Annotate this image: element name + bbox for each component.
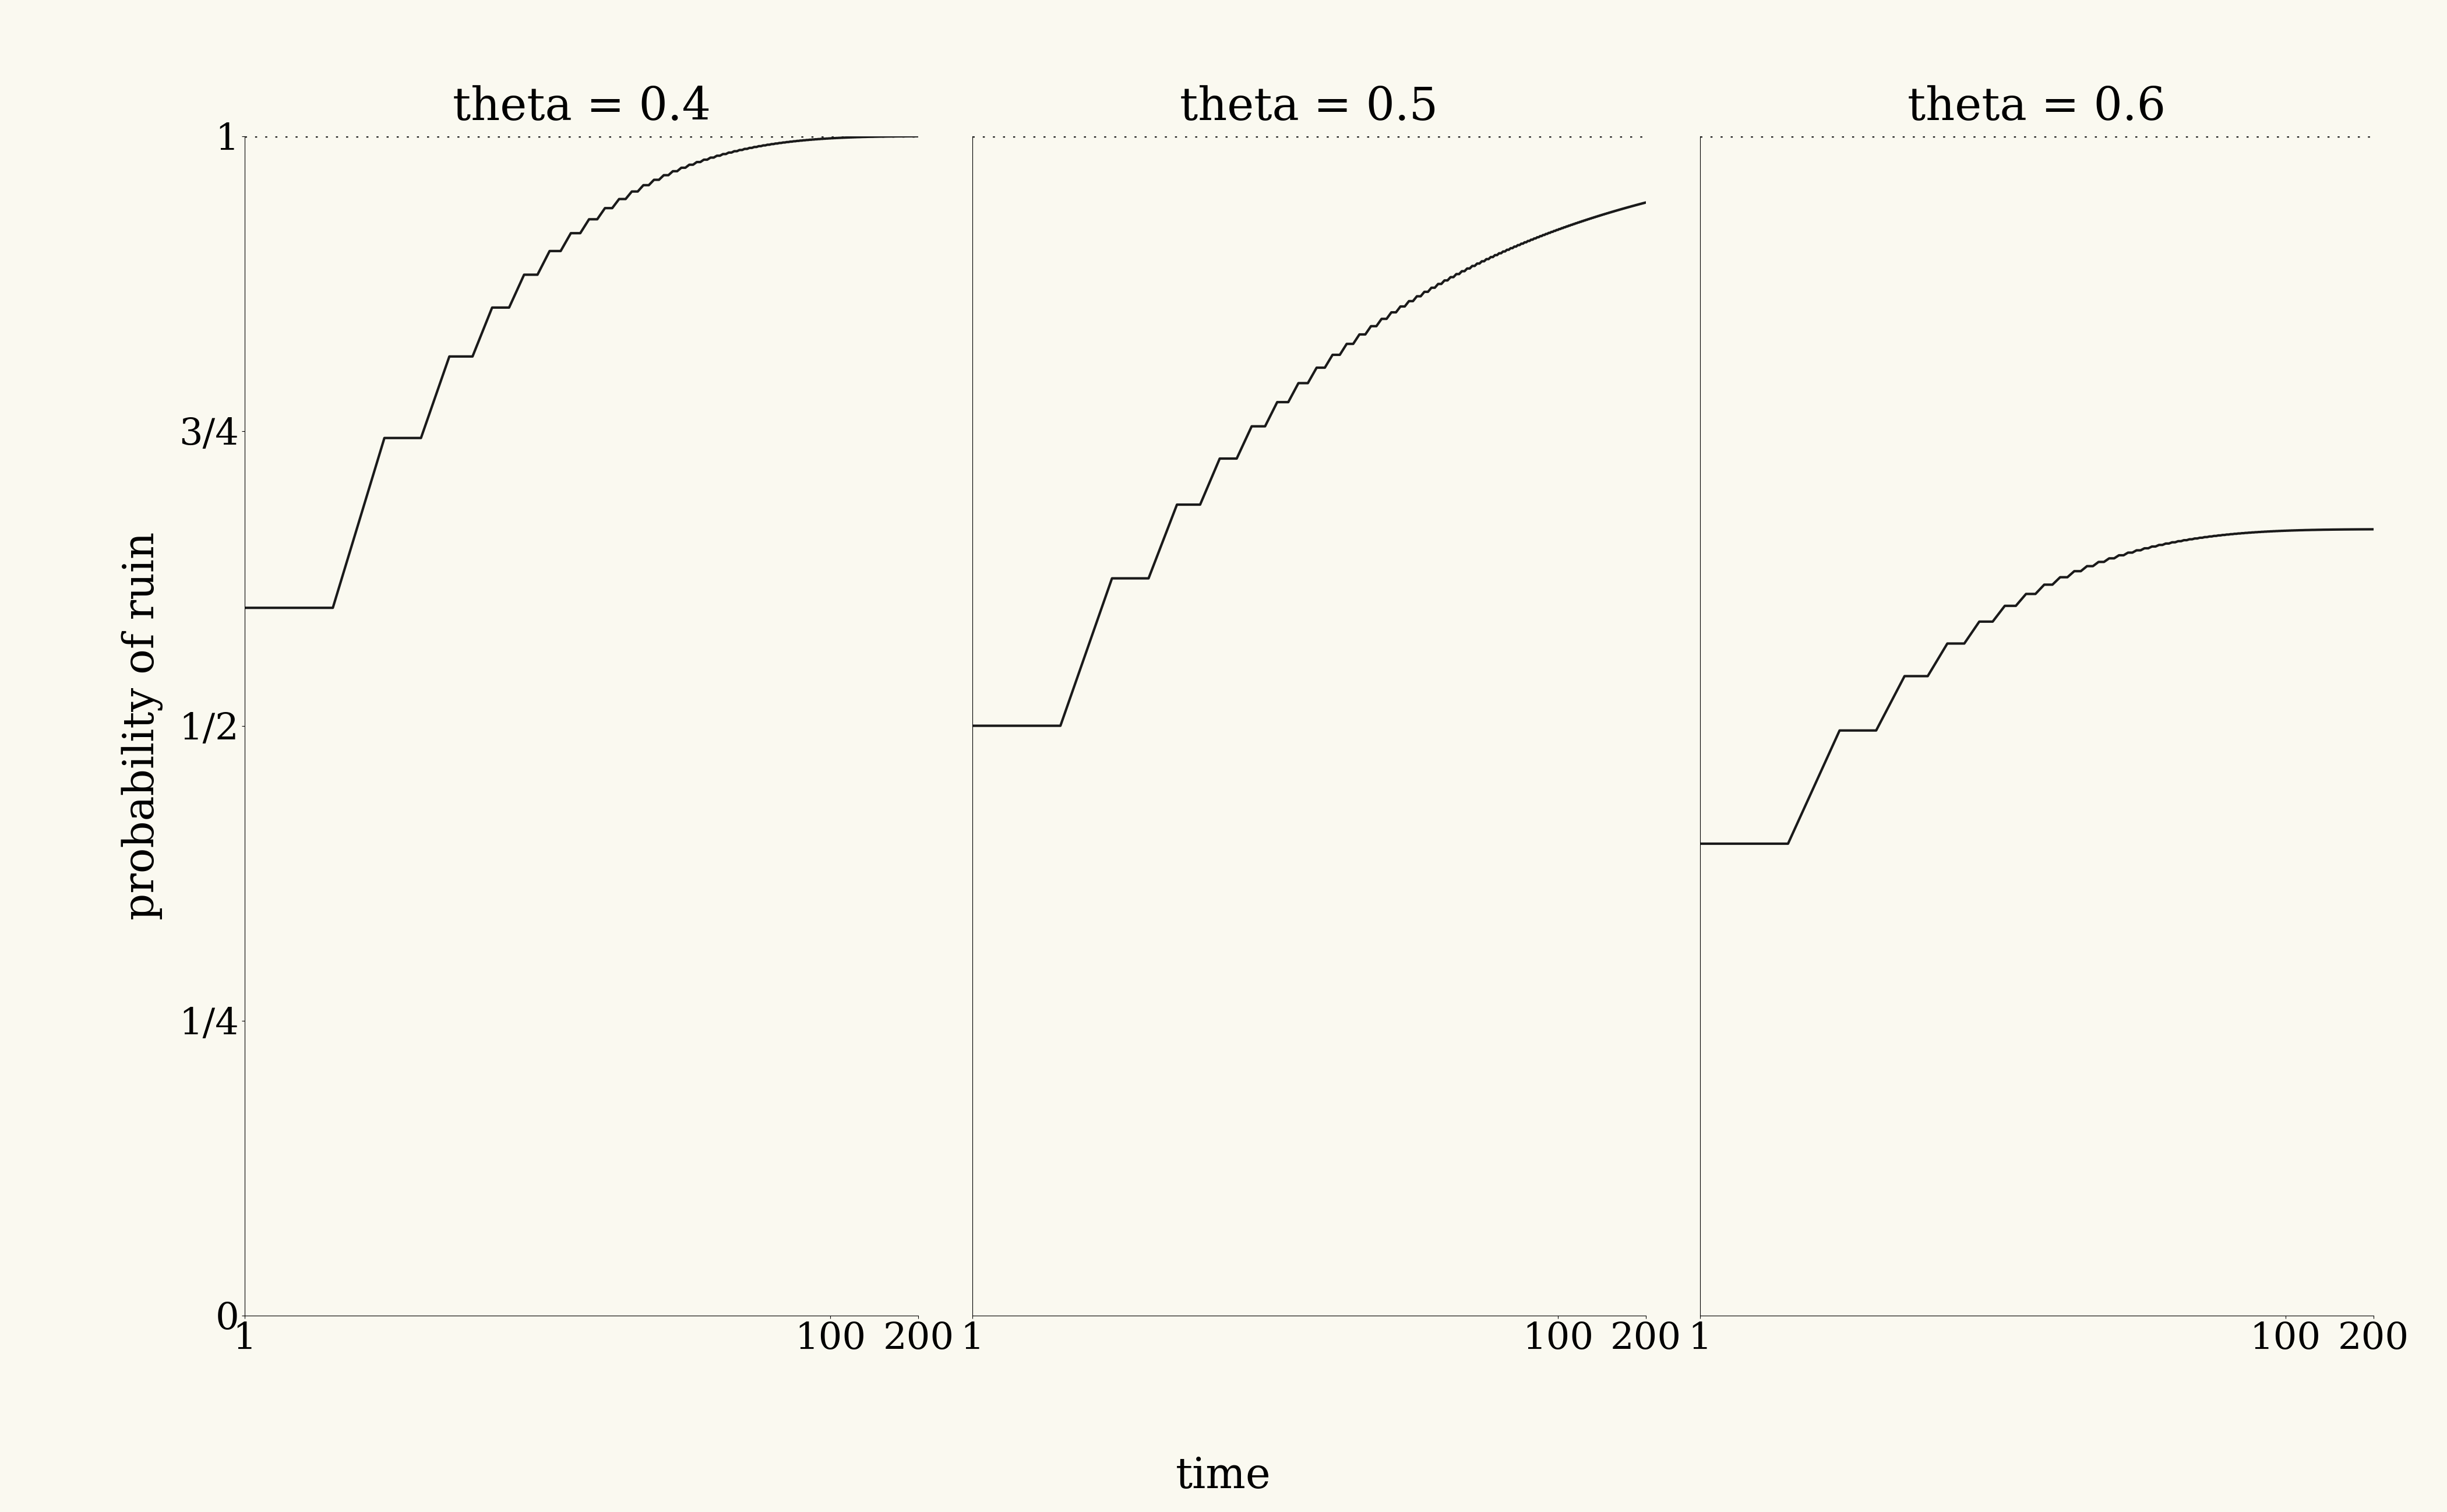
Title: theta = 0.6: theta = 0.6 bbox=[1909, 85, 2166, 129]
Y-axis label: probability of ruin: probability of ruin bbox=[122, 532, 164, 919]
Title: theta = 0.5: theta = 0.5 bbox=[1179, 85, 1439, 129]
Title: theta = 0.4: theta = 0.4 bbox=[453, 85, 710, 129]
Text: time: time bbox=[1177, 1456, 1270, 1497]
